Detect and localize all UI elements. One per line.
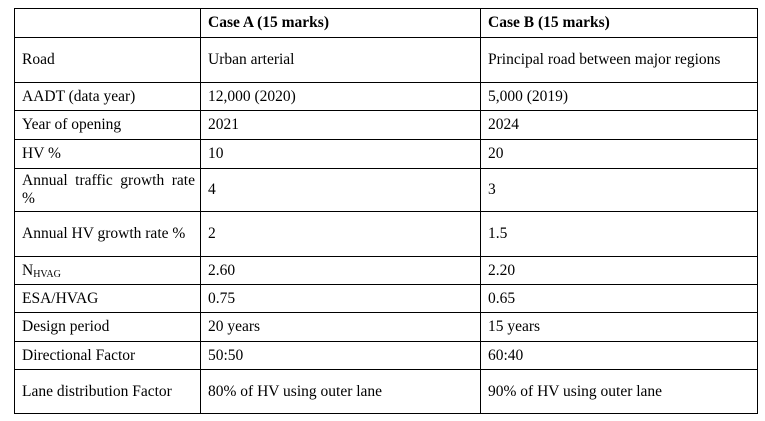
table-row: AADT (data year) 12,000 (2020) 5,000 (2019…	[14, 82, 758, 111]
cell: 12,000 (2020)	[200, 82, 481, 111]
cell: 0.65	[480, 284, 758, 313]
row-label: Road	[14, 37, 201, 83]
table-row: Year of opening 2021 2024	[14, 110, 758, 140]
table-row: Lane distribution Factor 80% of HV using …	[14, 369, 758, 414]
cell: 2021	[200, 110, 481, 140]
cell: 50:50	[200, 341, 481, 370]
cell: 3	[480, 168, 758, 212]
header-cell	[14, 8, 201, 38]
subscript: HVAG	[33, 268, 61, 280]
row-label: NHVAG	[14, 256, 201, 285]
cell: 2024	[480, 110, 758, 140]
cell: 10	[200, 139, 481, 169]
row-label: Annual traffic growth rate %	[14, 168, 201, 212]
header-row: Case A (15 marks) Case B (15 marks)	[14, 8, 758, 38]
cell: 15 years	[480, 312, 758, 342]
row-label: AADT (data year)	[14, 82, 201, 111]
cell: 80% of HV using outer lane	[200, 369, 481, 414]
cell: 0.75	[200, 284, 481, 313]
cell: 90% of HV using outer lane	[480, 369, 758, 414]
table-body: Road Urban arterial Principal road between…	[14, 37, 758, 414]
cell: Urban arterial	[200, 37, 481, 83]
table-row: Annual HV growth rate % 2 1.5	[14, 211, 758, 257]
table-row: Annual traffic growth rate % 4 3	[14, 168, 758, 212]
row-label: ESA/HVAG	[14, 284, 201, 313]
cell: 20 years	[200, 312, 481, 342]
cell: 5,000 (2019)	[480, 82, 758, 111]
table-row: ESA/HVAG 0.75 0.65	[14, 284, 758, 313]
row-label: HV %	[14, 139, 201, 169]
cell: 2.60	[200, 256, 481, 285]
cell: 4	[200, 168, 481, 212]
cell: 2	[200, 211, 481, 257]
header-cell: Case A (15 marks)	[200, 8, 481, 38]
table-row: NHVAG 2.60 2.20	[14, 256, 758, 285]
row-label: Year of opening	[14, 110, 201, 140]
cell: 2.20	[480, 256, 758, 285]
row-label: Directional Factor	[14, 341, 201, 370]
row-label: Design period	[14, 312, 201, 342]
header-cell: Case B (15 marks)	[480, 8, 758, 38]
cell: 1.5	[480, 211, 758, 257]
cell: 60:40	[480, 341, 758, 370]
cell: 20	[480, 139, 758, 169]
cell: Principal road between major regions	[480, 37, 758, 83]
row-label: Annual HV growth rate %	[14, 211, 201, 257]
table-row: Road Urban arterial Principal road between…	[14, 37, 758, 83]
symbol: N	[22, 261, 34, 279]
data-table: Case A (15 marks) Case B (15 marks) Road…	[14, 8, 758, 414]
row-label: Lane distribution Factor	[14, 369, 201, 414]
table-row: Directional Factor 50:50 60:40	[14, 341, 758, 370]
table-row: Design period 20 years 15 years	[14, 312, 758, 342]
table-row: HV % 10 20	[14, 139, 758, 169]
